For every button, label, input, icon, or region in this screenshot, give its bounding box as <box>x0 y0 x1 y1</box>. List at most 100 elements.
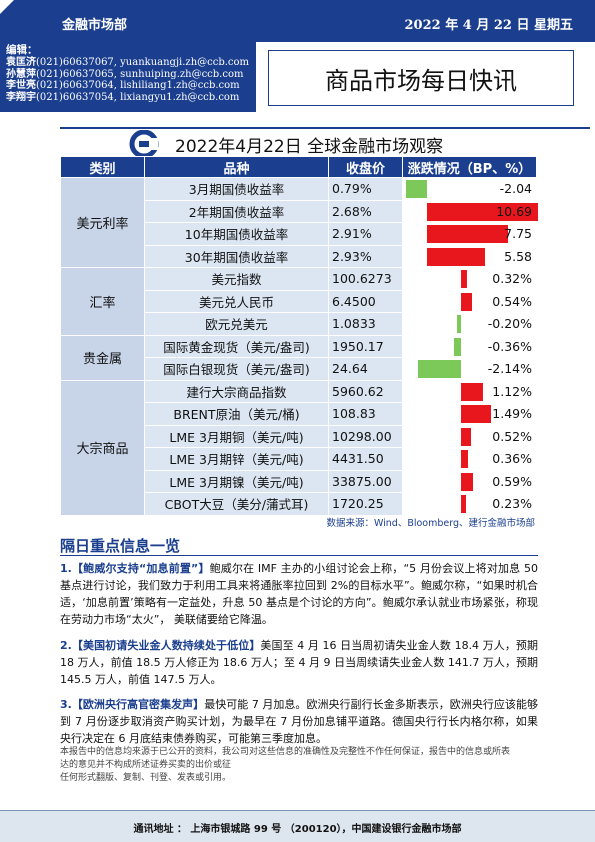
editor-list: 袁匡济(021)60637067, yuankuangji.zh@ccb.com… <box>6 57 250 103</box>
table-row: CBOT大豆（美分/蒲式耳) 1720.25 0.23% <box>61 492 537 516</box>
table-row: 10年期国债收益率 2.91% 7.75 <box>61 222 537 246</box>
editor-label: 编辑： <box>6 44 38 56</box>
item-cell: LME 3月期镍（美元/吨) <box>144 469 329 493</box>
news-body: 鲍威尔在 IMF 主办的小组讨论会上称，“5 月份会议上将对加息 50 基点进行… <box>60 562 538 626</box>
change-bar <box>461 382 484 401</box>
close-value-cell: 108.83 <box>328 402 403 426</box>
news-headline: 2.【美国初请失业金人数持续处于低位】 <box>60 639 261 652</box>
editor-email[interactable]: yuankuangji.zh@ccb.com <box>120 57 250 68</box>
item-cell: 国际黄金现货（美元/盎司) <box>144 334 329 358</box>
header-change: 涨跌情况（BP、%） <box>402 156 537 178</box>
change-bar <box>457 315 461 333</box>
change-cell: 0.36% <box>402 447 537 471</box>
table-row: 美元兑人民币 6.4500 0.54% <box>61 289 537 313</box>
close-value-cell: 1.0833 <box>328 312 403 336</box>
change-bar <box>461 472 473 491</box>
report-date: 2022 年 4 月 22 日 星期五 <box>404 18 573 33</box>
item-cell: 美元兑人民币 <box>144 289 329 313</box>
table-row: 2年期国债收益率 2.68% 10.69 <box>61 199 539 223</box>
page-title: 商品市场每日快讯 <box>268 50 574 106</box>
news-body: 最快可能 7 月加息。欧洲央行副行长金多斯表示，欧洲央行应该能够到 7 月份逐步… <box>60 698 538 745</box>
change-cell: 0.54% <box>402 289 537 313</box>
editor-row: 李世亮(021)60637064, lishiliang1.zh@ccb.com <box>6 80 250 92</box>
table-row: LME 3月期铜（美元/吨) 10298.00 0.52% <box>61 424 537 448</box>
change-value: 1.49% <box>492 406 532 421</box>
change-cell: -2.04 <box>402 177 537 201</box>
disclaimer-line: 本报告中的信息均来源于已公开的资料，我公司对这些信息的准确性及完整性不作任何保证… <box>60 747 511 757</box>
category-cell: 美元利率 <box>60 177 145 268</box>
market-table: 类别 品种 收盘价 涨跌情况（BP、%） 美元利率 3月期国债收益率 0.79% -2… <box>60 156 539 516</box>
change-cell: -0.20% <box>402 312 537 336</box>
change-value: -2.14% <box>487 361 532 376</box>
disclaimer-line: 达的意见并不构成所述证券买卖的出价或征 <box>60 760 232 770</box>
news-headline: 1.【鲍威尔支持“加息前置”】 <box>60 562 210 575</box>
item-cell: LME 3月期锌（美元/吨) <box>144 447 329 471</box>
close-value-cell: 2.93% <box>328 244 403 268</box>
close-value-cell: 33875.00 <box>328 469 403 493</box>
change-cell: -0.36% <box>402 334 537 358</box>
close-value-cell: 0.79% <box>328 177 403 201</box>
editor-email[interactable]: lixiangyu1.zh@ccb.com <box>120 91 240 103</box>
change-cell: 5.58 <box>402 244 537 268</box>
news-item-2: 2.【美国初请失业金人数持续处于低位】美国至 4 月 16 日当周初请失业金人数… <box>60 637 538 688</box>
close-value-cell: 2.91% <box>328 222 403 246</box>
table-title: 2022年4月22日 全球金融市场观察 <box>175 137 444 157</box>
item-cell: 国际白银现货（美元/盎司) <box>144 357 329 381</box>
item-cell: BRENT原油（美元/桶) <box>144 402 329 426</box>
close-value-cell: 10298.00 <box>328 424 403 448</box>
item-cell: 2年期国债收益率 <box>144 199 329 223</box>
banner-corner <box>0 0 14 14</box>
editor-row: 李翔宇(021)60637054, lixiangyu1.zh@ccb.com <box>6 92 250 104</box>
change-value: 0.23% <box>492 496 532 511</box>
change-cell: 10.69 <box>402 199 539 223</box>
header-item: 品种 <box>144 156 329 178</box>
change-value: -2.04 <box>499 181 532 196</box>
top-banner: 金融市场部 2022 年 4 月 22 日 星期五 <box>0 0 595 42</box>
category-cell: 汇率 <box>60 267 145 336</box>
item-cell: 10年期国债收益率 <box>144 222 329 246</box>
editor-phone: (021)60637067, <box>36 57 117 68</box>
footer: 通讯地址 ： 上海市银城路 99 号 （200120），中国建设银行金融市场部 <box>0 810 595 842</box>
change-value: 1.12% <box>492 383 532 399</box>
section-rule <box>60 555 538 556</box>
change-value: 0.59% <box>492 473 532 489</box>
editor-name: 李翔宇 <box>6 91 36 103</box>
close-value-cell: 6.4500 <box>328 289 403 313</box>
item-cell: LME 3月期铜（美元/吨) <box>144 424 329 448</box>
change-cell: 0.23% <box>402 492 537 516</box>
change-bar <box>453 337 461 356</box>
editor-name: 袁匡济 <box>6 57 36 68</box>
change-value: -0.36% <box>487 338 532 354</box>
item-cell: 30年期国债收益率 <box>144 244 329 268</box>
change-bar <box>418 360 461 378</box>
change-bar <box>461 270 468 288</box>
change-cell: 0.59% <box>402 469 537 493</box>
change-bar <box>405 180 427 198</box>
data-source: 数据来源：Wind、Bloomberg、建行金融市场部 <box>326 518 535 529</box>
change-cell: 7.75 <box>402 222 537 246</box>
editor-email[interactable]: lishiliang1.zh@ccb.com <box>120 80 240 91</box>
table-row: BRENT原油（美元/桶) 108.83 1.49% <box>61 402 537 426</box>
ccb-logo-icon <box>129 130 159 158</box>
change-value: 7.75 <box>504 226 532 241</box>
close-value-cell: 4431.50 <box>328 447 403 471</box>
category-cell: 大宗商品 <box>60 379 145 516</box>
change-value: 5.58 <box>504 248 532 264</box>
change-value: 0.36% <box>492 451 532 466</box>
news-headline: 3.【欧洲央行高官密集发声】 <box>60 698 205 711</box>
table-row: 国际白银现货（美元/盎司) 24.64 -2.14% <box>61 357 537 381</box>
close-value-cell: 1950.17 <box>328 334 403 358</box>
close-value-cell: 2.68% <box>328 199 403 223</box>
editor-email[interactable]: sunhuiping.zh@ccb.com <box>120 68 244 80</box>
change-bar <box>427 202 539 221</box>
news-item-1: 1.【鲍威尔支持“加息前置”】鲍威尔在 IMF 主办的小组讨论会上称，“5 月份… <box>60 560 538 628</box>
change-cell: 1.49% <box>402 402 537 426</box>
disclaimer: 本报告中的信息均来源于已公开的资料，我公司对这些信息的准确性及完整性不作任何保证… <box>60 746 538 785</box>
header-close: 收盘价 <box>328 156 403 178</box>
change-cell: -2.14% <box>402 357 537 381</box>
editor-name: 李世亮 <box>6 80 36 91</box>
table-row: 贵金属 国际黄金现货（美元/盎司) 1950.17 -0.36% <box>60 334 537 381</box>
editor-phone: (021)60637054, <box>36 91 117 103</box>
category-cell: 贵金属 <box>60 334 145 381</box>
item-cell: 建行大宗商品指数 <box>144 379 329 403</box>
